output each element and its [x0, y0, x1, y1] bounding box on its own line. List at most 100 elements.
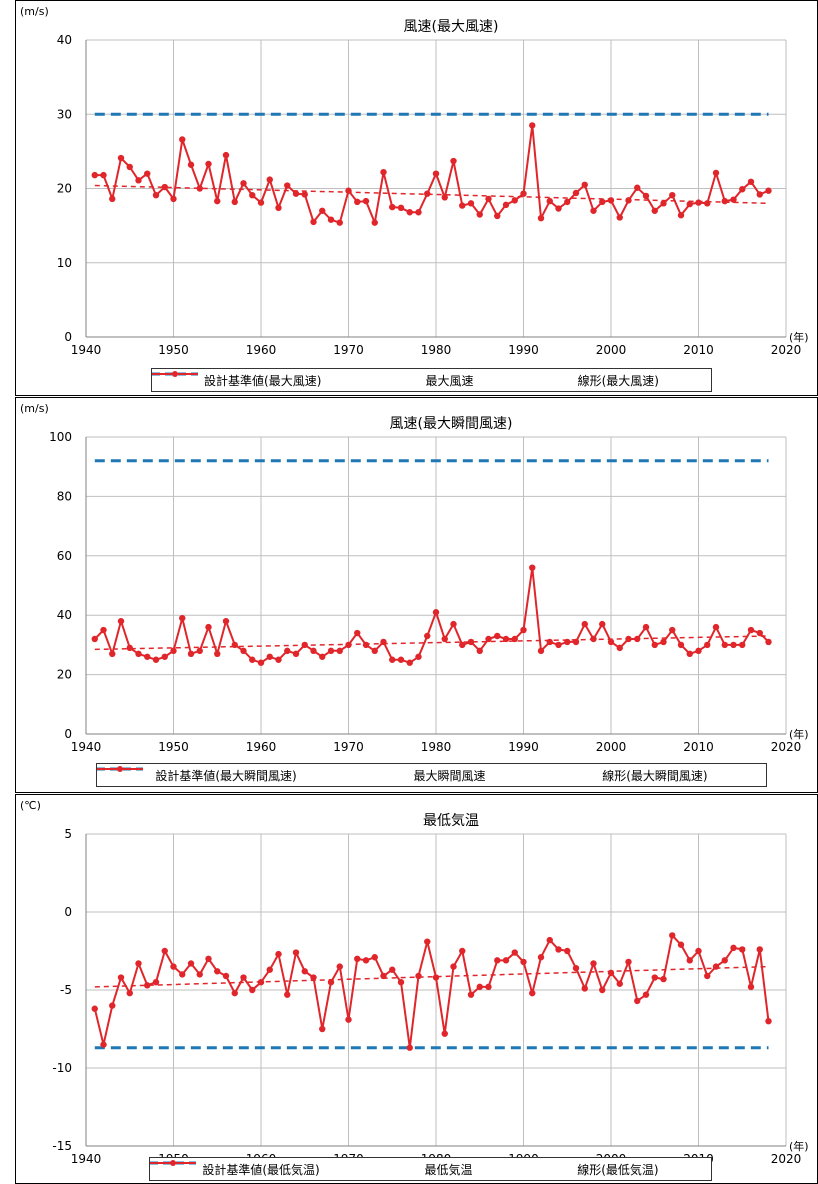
- x-tick-label: 2000: [596, 343, 627, 357]
- data-point: [144, 982, 151, 989]
- data-point: [642, 623, 650, 631]
- data-point: [537, 954, 545, 961]
- data-point: [765, 1018, 772, 1025]
- data-point: [502, 201, 510, 209]
- data-point: [485, 195, 492, 203]
- data-point: [109, 650, 116, 658]
- data-point: [756, 629, 763, 637]
- data-point: [170, 647, 177, 655]
- x-tick-label: 1960: [246, 343, 277, 357]
- data-point: [625, 197, 632, 204]
- data-point: [607, 638, 615, 646]
- data-point: [406, 1044, 413, 1051]
- data-point: [214, 197, 221, 205]
- legend-item-design: 設計基準値(最大瞬間風速): [97, 767, 297, 784]
- y-tick-label: 20: [57, 182, 72, 196]
- data-point: [389, 966, 396, 973]
- data-point: [354, 629, 361, 637]
- legend-label-trend: 線形(最大瞬間風速): [602, 768, 708, 783]
- x-tick-label: 1970: [333, 343, 364, 357]
- data-point: [292, 190, 300, 197]
- legend-swatch-trend: [150, 1162, 196, 1164]
- y-tick-label: -15: [52, 1139, 72, 1153]
- y-tick-label: 30: [57, 107, 72, 121]
- legend-item-design: 設計基準値(最大風速): [152, 372, 321, 389]
- data-point: [214, 968, 221, 975]
- data-point: [520, 190, 527, 197]
- x-unit-label: (年): [789, 1139, 809, 1153]
- legend: 設計基準値(最大瞬間風速) 最大瞬間風速 線形(最大瞬間風速): [96, 763, 767, 787]
- y-tick-label: 40: [57, 608, 72, 622]
- data-point: [240, 974, 247, 981]
- data-point: [485, 983, 492, 991]
- legend-item-trend: 線形(最大瞬間風速): [97, 767, 708, 784]
- legend-item-trend: 線形(最大風速): [152, 372, 659, 389]
- data-point: [275, 204, 282, 212]
- x-tick-label: 1990: [508, 343, 539, 357]
- data-point: [616, 980, 623, 987]
- legend-label-trend: 線形(最低気温): [577, 1162, 659, 1177]
- legend-item-series: 最大風速: [152, 371, 474, 389]
- data-point: [581, 985, 588, 992]
- data-point: [187, 161, 195, 168]
- data-point: [695, 647, 702, 655]
- legend: 設計基準値(最大風速) 最大風速 線形(最大風速): [151, 368, 712, 392]
- data-point: [371, 219, 378, 226]
- y-unit-label: (m/s): [20, 402, 49, 415]
- data-point: [695, 947, 702, 955]
- data-point: [704, 641, 711, 649]
- legend-item-design: 設計基準値(最低気温): [150, 1161, 320, 1178]
- data-point: [450, 157, 457, 165]
- data-point: [651, 974, 658, 981]
- data-point: [126, 989, 133, 997]
- data-point: [669, 626, 676, 634]
- data-point: [686, 957, 693, 964]
- data-point: [590, 960, 597, 967]
- x-tick-label: 1960: [246, 740, 277, 754]
- data-point: [739, 641, 746, 649]
- data-point: [441, 635, 448, 643]
- data-point: [292, 949, 300, 956]
- data-point: [327, 647, 335, 655]
- x-tick-label: 1990: [508, 740, 539, 754]
- data-point: [686, 200, 693, 208]
- legend-label-series: 最大瞬間風速: [413, 768, 486, 783]
- data-point: [144, 653, 151, 660]
- data-point: [336, 963, 343, 970]
- data-point: [721, 957, 728, 964]
- data-point: [564, 198, 571, 206]
- trend-line: [94, 184, 769, 205]
- x-tick-label: 1970: [333, 740, 364, 754]
- data-point: [179, 971, 186, 978]
- data-point: [187, 650, 195, 658]
- data-point: [467, 638, 475, 646]
- data-point: [292, 650, 300, 658]
- data-point: [415, 209, 422, 216]
- data-point: [362, 957, 370, 964]
- data-point: [424, 190, 431, 197]
- data-point: [616, 644, 623, 652]
- data-point: [660, 638, 667, 646]
- x-tick-label: 2020: [771, 1152, 802, 1166]
- data-point: [467, 200, 475, 207]
- y-tick-label: 0: [64, 330, 72, 344]
- data-point: [590, 207, 597, 214]
- data-point: [91, 1005, 98, 1012]
- data-point: [747, 626, 755, 634]
- data-point: [152, 656, 160, 663]
- data-point: [100, 1041, 107, 1048]
- legend-item-series: 最低気温: [150, 1160, 472, 1178]
- data-point: [494, 212, 501, 220]
- data-point: [502, 957, 510, 964]
- data-point: [144, 170, 151, 177]
- data-point: [301, 968, 308, 975]
- data-point: [660, 975, 667, 983]
- legend-swatch-trend: [97, 768, 143, 770]
- data-point: [765, 638, 772, 646]
- chart-svg-min-temp: -15-10-505194019501960197019801990200020…: [20, 799, 809, 1166]
- data-point: [739, 946, 746, 953]
- data-point: [756, 191, 763, 198]
- data-point: [634, 184, 641, 191]
- data-point: [415, 653, 422, 660]
- data-point: [572, 964, 580, 972]
